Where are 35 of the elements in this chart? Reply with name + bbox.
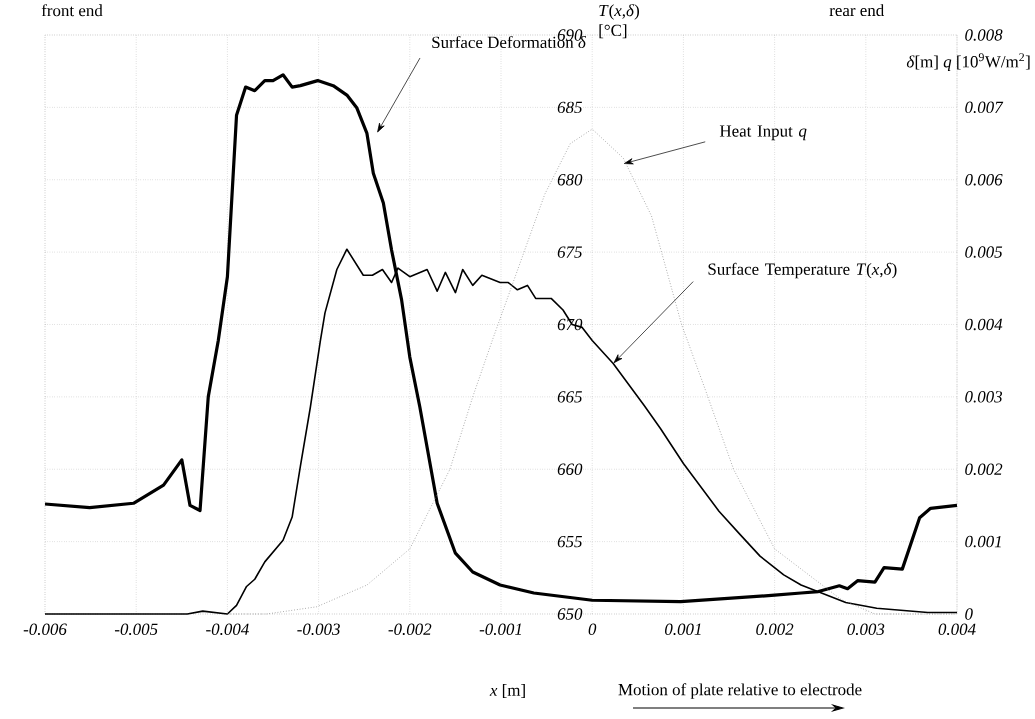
- x-tick-label: -0.003: [297, 623, 340, 636]
- y2-tick-label: 0.002: [965, 463, 1003, 475]
- y-tick-label: 685: [557, 101, 582, 114]
- y-tick-label: 665: [557, 391, 582, 403]
- y-tick-label: 660: [557, 463, 583, 475]
- x-axis-title: x [m]: [489, 683, 525, 699]
- y2-tick-label: 0.006: [965, 173, 1003, 186]
- y2-tick-label: 0.004: [965, 318, 1003, 331]
- x-tick-label: 0.003: [847, 623, 885, 636]
- y-tick-label: 675: [557, 246, 582, 258]
- y-tick-label: 650: [557, 608, 583, 620]
- x-tick-label: -0.005: [114, 623, 158, 636]
- y2-tick-label: 0.001: [965, 535, 1001, 548]
- x-tick-label: -0.006: [23, 623, 67, 636]
- x-tick-label: 0.004: [938, 623, 976, 636]
- y2-axis-title: δ[m] q [10$^{9}$W/m$^{2}$]: [906, 53, 1030, 71]
- y-tick-label: 655: [557, 535, 582, 548]
- annotation: Surface Temperature T(x,δ): [708, 262, 897, 279]
- y2-tick-label: 0.005: [965, 246, 1003, 258]
- y-tick-label: 680: [557, 174, 583, 186]
- text: rear end: [829, 4, 885, 17]
- y2-tick-label: 0.007: [965, 101, 1004, 114]
- x-tick-label: 0.002: [756, 623, 794, 636]
- x-tick-label: -0.001: [479, 623, 522, 636]
- x-tick-label: -0.004: [206, 623, 249, 636]
- y2-tick-label: 0: [965, 608, 973, 620]
- text: Motion of plate relative to electrode: [618, 683, 862, 699]
- x-tick-label: 0: [588, 623, 597, 635]
- annotation: Heat Input q: [719, 125, 807, 141]
- y2-tick-label: 0.003: [965, 391, 1003, 403]
- text: front end: [41, 4, 103, 17]
- y-axis-title: T(x,δ) [°C]: [599, 4, 639, 39]
- x-tick-label: -0.002: [388, 623, 432, 636]
- y2-tick-label: 0.008: [965, 29, 1003, 41]
- x-tick-label: 0.001: [665, 623, 701, 636]
